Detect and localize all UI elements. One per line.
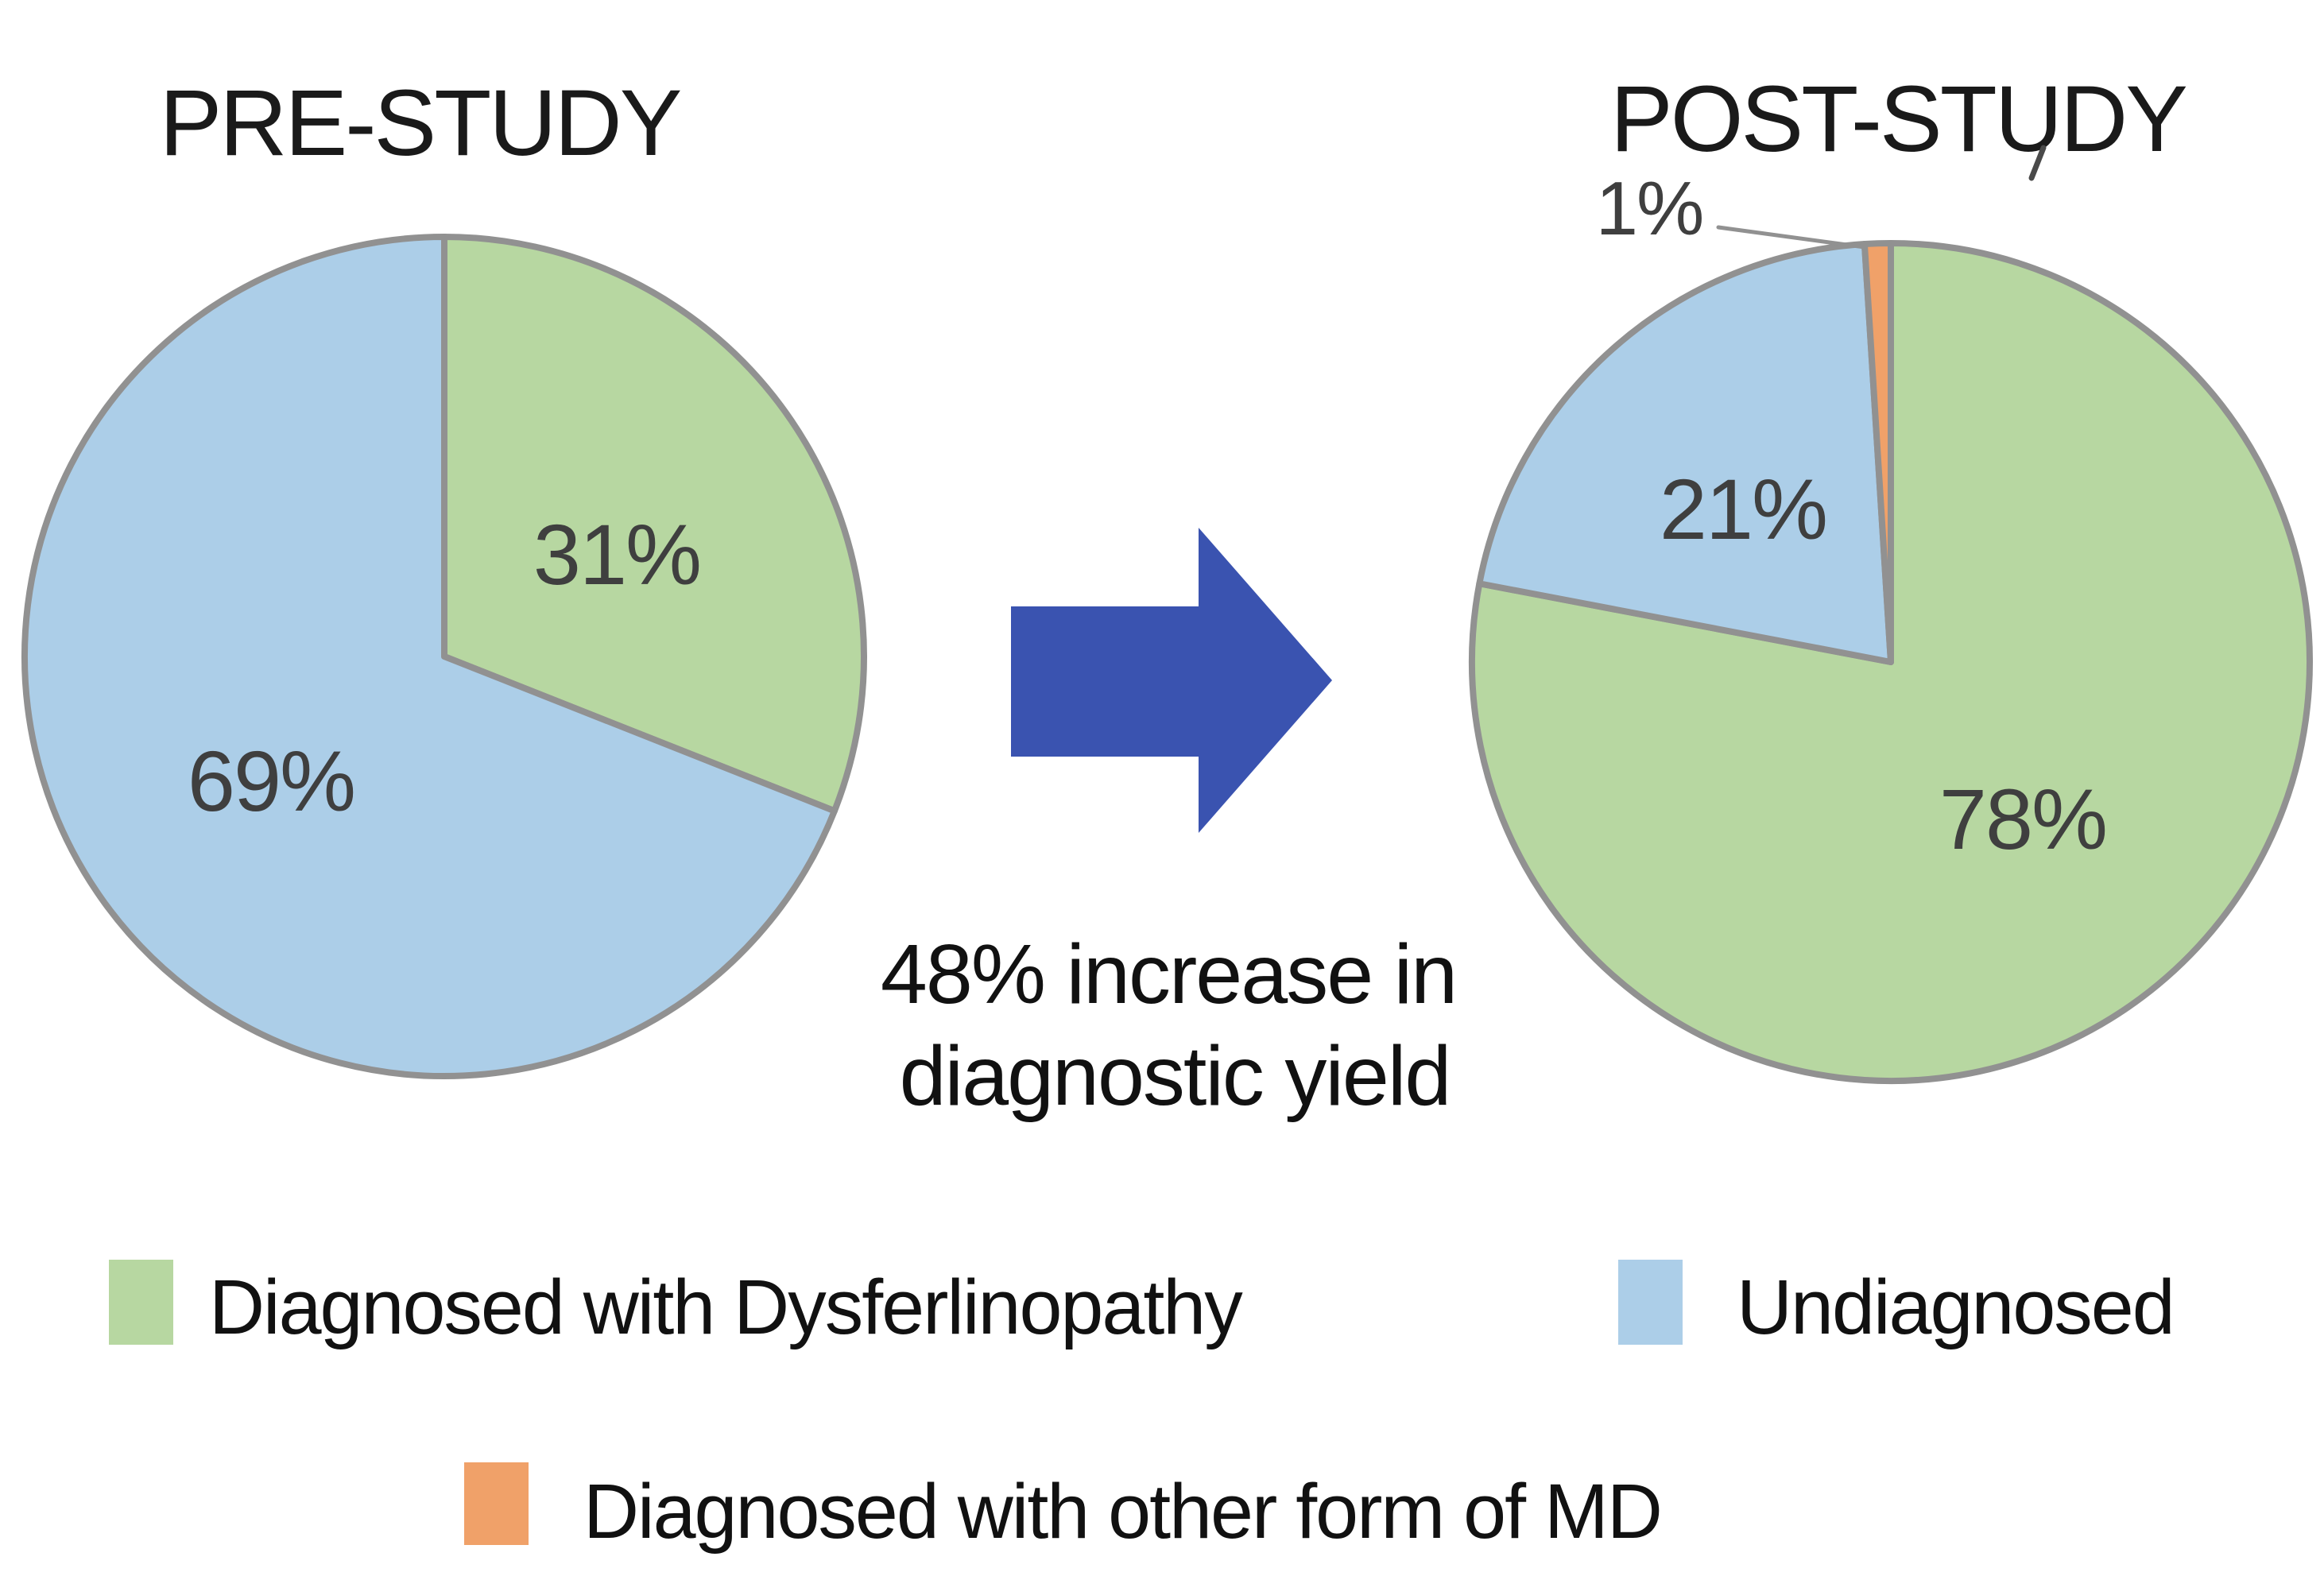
one-percent-leader-line (1716, 225, 1867, 250)
post-study-pie (1469, 240, 2313, 1084)
pie-slice-green (1469, 240, 2313, 1084)
post-study-title: POST-STUDY (1610, 67, 2186, 172)
pre-study-title: PRE-STUDY (160, 71, 681, 176)
pre-study-pie (21, 234, 867, 1079)
post-study-orange-slice-label: 1% (1596, 166, 1703, 251)
pie-slice-blue (1476, 241, 1894, 665)
pie-slice-green (441, 234, 867, 815)
legend-swatch-undiagnosed (1618, 1260, 1683, 1345)
post-study-green-slice-label: 78% (1939, 771, 2106, 867)
annotation-line1: 48% increase in (881, 927, 1456, 1021)
pre-study-green-slice-label: 31% (533, 506, 700, 602)
pie-slice-orange (1861, 240, 1894, 665)
legend-label-undiagnosed: Undiagnosed (1737, 1264, 2174, 1350)
legend-label-dysferlinopathy: Diagnosed with Dysferlinopathy (209, 1264, 1243, 1350)
post-study-blue-slice-label: 21% (1660, 461, 1826, 557)
pre-study-blue-slice-label: 69% (188, 733, 354, 829)
legend-swatch-dysferlinopathy (109, 1260, 173, 1345)
annotation-line2: diagnostic yield (900, 1029, 1451, 1123)
right-arrow-icon (1011, 528, 1332, 833)
legend-swatch-other-md (464, 1462, 529, 1545)
legend-label-other-md: Diagnosed with other form of MD (583, 1468, 1661, 1555)
pie-slice-blue (21, 234, 838, 1079)
stray-tick-mark (2028, 145, 2047, 181)
